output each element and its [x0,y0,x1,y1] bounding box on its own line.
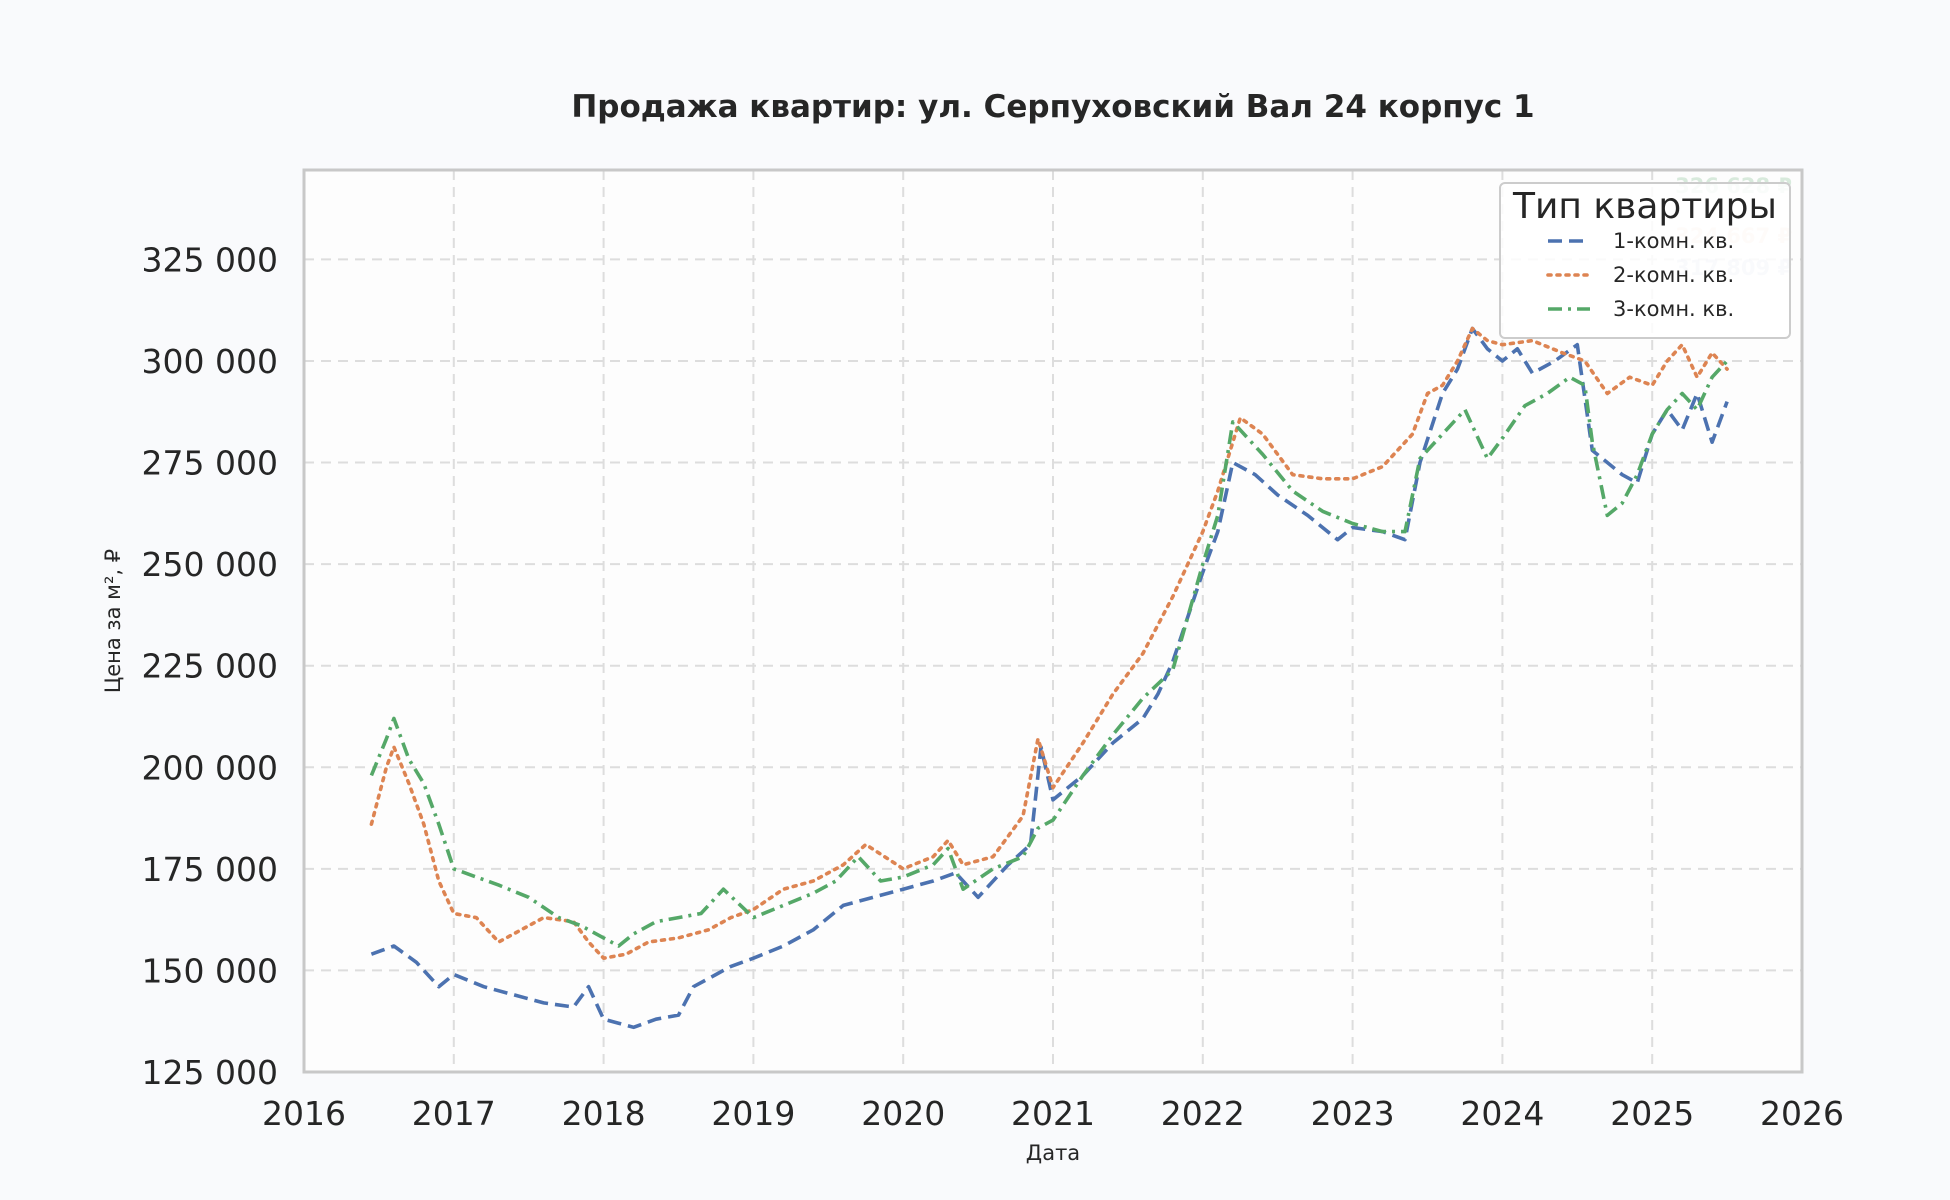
y-tick-label: 175 000 [142,850,278,889]
x-tick-label: 2016 [262,1094,346,1133]
x-tick-label: 2023 [1311,1094,1395,1133]
chart-title: Продажа квартир: ул. Серпуховский Вал 24… [571,89,1534,125]
x-tick-label: 2018 [562,1094,646,1133]
y-tick-label: 200 000 [142,748,278,787]
series-line-1 [370,326,1729,1030]
y-tick-label: 325 000 [142,240,278,279]
y-axis-label: Цена за м², ₽ [101,549,125,693]
x-tick-label: 2024 [1460,1094,1544,1133]
x-tick-label: 2025 [1610,1094,1694,1133]
y-tick-label: 225 000 [142,647,278,686]
legend-items: 1-комн. кв. 2-комн. кв. 3-комн. кв. [1546,229,1734,321]
y-tick-labels: 125 000 150 000 175 000 200 000 225 000 250 0… [142,240,278,1092]
legend-entry: 2-комн. кв. [1613,263,1734,287]
x-axis-label: Дата [1026,1141,1080,1165]
y-tick-label: 300 000 [142,342,278,381]
x-tick-label: 2017 [412,1094,496,1133]
legend-title: Тип квартиры [1512,186,1777,227]
legend-entry: 1-комн. кв. [1613,229,1734,253]
x-tick-label: 2019 [711,1094,795,1133]
y-tick-label: 125 000 [142,1053,278,1092]
x-tick-label: 2022 [1161,1094,1245,1133]
plot-frame [302,168,1804,1074]
y-tick-label: 250 000 [142,545,278,584]
x-tick-label: 2021 [1011,1094,1095,1133]
y-tick-label: 275 000 [142,444,278,483]
x-tick-label: 2020 [861,1094,945,1133]
legend-box [1499,182,1791,339]
x-tick-label: 2026 [1760,1094,1844,1133]
legend-entry: 3-комн. кв. [1613,297,1734,321]
series-line-2 [369,326,1729,961]
legend: Тип квартиры 1-комн. кв. 2-комн. кв. 3-ком… [1499,182,1791,339]
series-layer [369,326,1729,1030]
x-tick-labels: 2016 2017 2018 2019 2020 2021 2022 2023 2024 2025… [262,1094,1844,1133]
series-line-3 [369,359,1729,948]
y-tick-label: 150 000 [142,951,278,990]
